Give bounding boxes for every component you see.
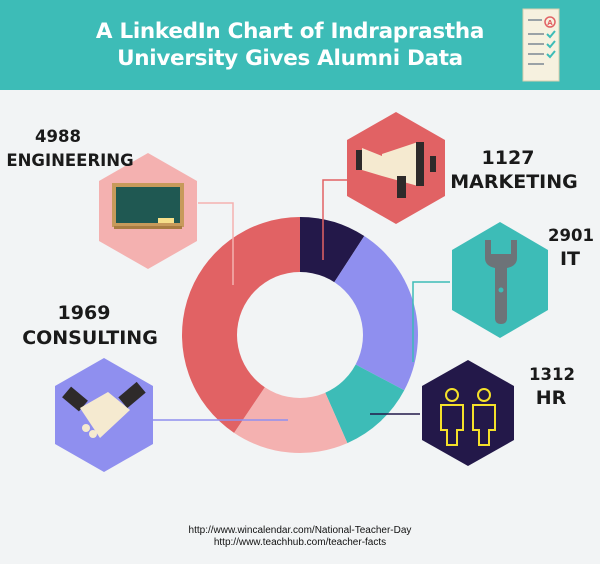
chalkboard-icon [112,183,184,229]
people-icon [440,388,496,446]
engineering-badge [99,153,197,269]
engineering-connector [198,202,234,285]
donut-hole [237,272,363,398]
engineering-label: ENGINEERING [6,151,133,170]
megaphone-icon [356,142,436,198]
infographic-title: A LinkedIn Chart of Indraprastha Univers… [60,18,520,72]
svg-text:A: A [547,19,553,27]
hr-value: 1312 [529,365,575,384]
it-value: 2901 [548,226,594,245]
title-banner [0,0,600,90]
hr-hexagon [422,360,514,466]
marketing-value: 1127 [482,147,535,169]
consulting-label: CONSULTING [22,327,158,349]
source-link-2[interactable]: http://www.teachhub.com/teacher-facts [213,536,387,548]
marketing-connector [322,179,348,260]
source-link-1[interactable]: http://www.wincalendar.com/National-Teac… [188,525,412,536]
handshake-icon [62,381,146,438]
hr-label: HR [536,387,567,409]
consulting-badge [55,358,153,472]
report-document-icon: A [522,8,560,82]
title-line-1: A LinkedIn Chart of Indraprastha [95,19,485,44]
hr-badge [422,360,514,466]
connector-lines [153,179,450,421]
consulting-value: 1969 [58,302,111,324]
marketing-label: MARKETING [450,171,577,193]
title-line-2: University Gives Alumni Data [117,46,463,71]
wrench-icon [485,240,517,324]
it-badge [452,222,548,338]
source-links: http://www.wincalendar.com/National-Teac… [0,525,600,548]
it-label: IT [560,248,580,270]
engineering-value: 4988 [35,127,81,146]
it-connector [412,281,450,362]
marketing-badge [347,112,445,224]
